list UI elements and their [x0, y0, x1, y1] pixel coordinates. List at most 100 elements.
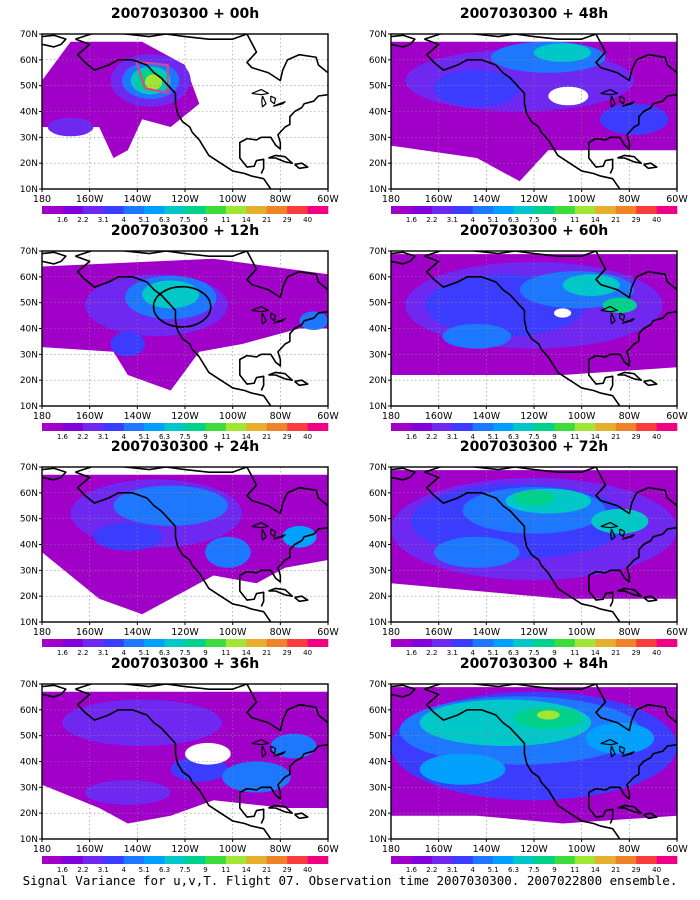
colorbar-label: 9 [552, 866, 556, 874]
lat-tick-label: 40N [20, 325, 38, 335]
colorbar-label: 14 [242, 216, 251, 224]
colorbar-swatch [266, 206, 288, 214]
lat-tick-label: 40N [20, 541, 38, 551]
colorbar-label: 29 [632, 866, 641, 874]
colorbar-label: 7.5 [179, 216, 190, 224]
lat-tick-label: 60N [369, 56, 387, 66]
colorbar-label: 6.3 [159, 866, 170, 874]
colorbar-swatch [103, 206, 125, 214]
colorbar-swatch [452, 206, 474, 214]
coastline [391, 684, 677, 839]
colorbar-label: 14 [242, 433, 251, 441]
colorbar-swatch [472, 639, 494, 647]
lon-tick-label: 140W [124, 194, 152, 205]
map-panel-00h: 2007030300 + 00h 10N 20N 30N 40N 50N 60N 70N 180… [8, 4, 348, 224]
colorbar-label: 11 [570, 433, 579, 441]
lat-tick-label: 20N [369, 376, 387, 386]
lon-tick-label: 120W [171, 194, 199, 205]
colorbar-swatch [595, 423, 617, 431]
lon-tick-label: 60W [317, 627, 339, 638]
lon-tick-label: 60W [317, 194, 339, 205]
gridlines [391, 684, 677, 839]
lat-tick-label: 20N [20, 592, 38, 602]
colorbar-label: 2.2 [426, 649, 437, 657]
colorbar-swatch [42, 206, 63, 214]
lon-tick-label: 160W [76, 627, 104, 638]
colorbar-label: 6.3 [159, 649, 170, 657]
colorbar-label: 14 [591, 433, 600, 441]
colorbar-label: 14 [591, 649, 600, 657]
colorbar-swatch [123, 639, 145, 647]
lat-tick-label: 40N [369, 108, 387, 118]
colorbar-label: 14 [242, 649, 251, 657]
lon-tick-label: 120W [520, 411, 548, 422]
colorbar-label: 21 [262, 866, 271, 874]
map-panel-60h: 2007030300 + 60h 10N 20N 30N 40N 50N 60N 70N 180… [357, 221, 697, 441]
colorbar-label: 40 [303, 649, 312, 657]
lon-tick-label: 120W [520, 627, 548, 638]
colorbar-swatch [636, 856, 657, 864]
colorbar-swatch [144, 856, 165, 864]
colorbar-label: 2.2 [77, 866, 88, 874]
map-panel-48h: 2007030300 + 48h 10N 20N 30N 40N 50N 60N 70N 180… [357, 4, 697, 224]
colorbar-swatch [287, 639, 308, 647]
coastline [42, 467, 328, 622]
lat-tick-label: 10N [369, 835, 387, 845]
panel-title: 2007030300 + 24h [110, 439, 260, 455]
lat-tick-label: 70N [20, 247, 38, 257]
lat-tick-label: 50N [369, 515, 387, 525]
lat-tick-label: 10N [369, 402, 387, 412]
colorbar-swatch [164, 206, 186, 214]
coastline [391, 467, 677, 622]
map-panel-24h: 2007030300 + 24h 10N 20N 30N 40N 50N 60N 70N 180… [8, 437, 348, 657]
lat-tick-label: 50N [20, 82, 38, 92]
lat-tick-label: 50N [20, 732, 38, 742]
colorbar-swatch [472, 856, 494, 864]
colorbar-swatch [615, 206, 637, 214]
lat-tick-label: 10N [369, 185, 387, 195]
colorbar-swatch [307, 856, 329, 864]
colorbar-swatch [595, 206, 617, 214]
lat-tick-label: 60N [20, 489, 38, 499]
colorbar-swatch [185, 639, 206, 647]
gridlines [391, 467, 677, 622]
gridlines [391, 251, 677, 406]
colorbar: 1.6 2.2 3.1 4 5.1 6.3 7.5 9 11 14 21 29 40 [42, 423, 329, 441]
colorbar-label: 1.6 [406, 866, 418, 874]
lon-tick-label: 140W [473, 844, 501, 855]
colorbar-swatch [574, 423, 596, 431]
colorbar-swatch [411, 639, 433, 647]
variance-field [42, 258, 328, 391]
colorbar-label: 11 [221, 216, 230, 224]
lon-tick-label: 80W [270, 627, 292, 638]
colorbar-swatch [493, 423, 514, 431]
colorbar-swatch [307, 206, 329, 214]
colorbar-label: 40 [652, 433, 661, 441]
lat-tick-label: 30N [20, 133, 38, 143]
colorbar: 1.6 2.2 3.1 4 5.1 6.3 7.5 9 11 14 21 29 40 [42, 206, 329, 224]
colorbar-label: 21 [611, 433, 620, 441]
map-panel-84h: 2007030300 + 84h 10N 20N 30N 40N 50N 60N 70N 180… [357, 654, 697, 874]
colorbar-swatch [103, 856, 125, 864]
lat-tick-label: 60N [20, 706, 38, 716]
map-graphic: 10N 20N 30N 40N 50N 60N 70N 180 160W 140W 120W 100W… [20, 680, 340, 874]
colorbar-swatch [42, 639, 63, 647]
colorbar-label: 1.6 [57, 866, 69, 874]
colorbar-swatch [62, 856, 84, 864]
colorbar-swatch [205, 639, 227, 647]
colorbar-swatch [82, 206, 104, 214]
lat-tick-label: 10N [20, 402, 38, 412]
colorbar-label: 2.2 [77, 433, 88, 441]
coastline [391, 34, 677, 189]
colorbar-label: 29 [632, 216, 641, 224]
lat-tick-label: 10N [20, 618, 38, 628]
colorbar-label: 5.1 [488, 433, 499, 441]
colorbar-label: 5.1 [139, 649, 150, 657]
panel-title: 2007030300 + 48h [459, 6, 609, 22]
colorbar-swatch [103, 423, 125, 431]
colorbar-label: 4 [121, 216, 126, 224]
colorbar-label: 40 [303, 216, 312, 224]
colorbar-swatch [246, 423, 268, 431]
colorbar-label: 9 [203, 649, 207, 657]
colorbar-label: 5.1 [139, 866, 150, 874]
